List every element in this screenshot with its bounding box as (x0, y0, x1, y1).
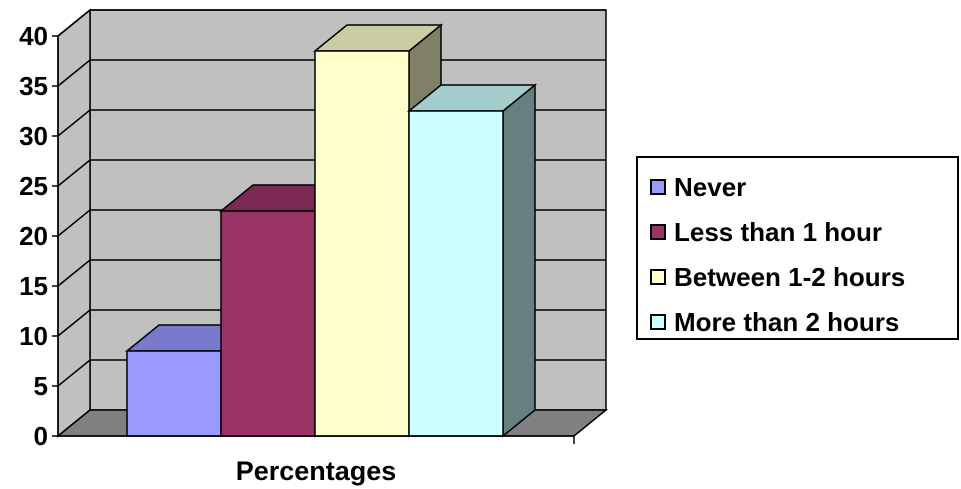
legend-label: Between 1-2 hours (674, 261, 906, 292)
y-tick-label: 20 (19, 221, 48, 251)
y-tick-label: 35 (19, 71, 48, 101)
legend-item: Never (650, 170, 746, 204)
legend-swatch (650, 314, 666, 330)
x-axis-title: Percentages (236, 456, 397, 486)
legend-swatch (650, 179, 666, 195)
bar-front (126, 350, 222, 437)
legend-item: Between 1-2 hours (650, 260, 905, 294)
legend-label: Never (674, 171, 747, 202)
axes (52, 35, 575, 444)
bar-front (408, 110, 504, 437)
bar-front (220, 210, 316, 437)
y-tick-label: 30 (19, 121, 48, 151)
y-tick-label: 10 (19, 321, 48, 351)
bar-more-than-2-hours (406, 83, 538, 438)
y-tick-label: 40 (19, 21, 48, 51)
legend-label: Less than 1 hour (674, 216, 883, 247)
bar-side (502, 83, 536, 438)
legend-item: Less than 1 hour (650, 215, 882, 249)
y-tick-label: 0 (34, 421, 48, 451)
legend-label: More than 2 hours (674, 306, 900, 337)
legend-swatch (650, 269, 666, 285)
y-tick-labels: 0 5 10 15 20 25 30 35 40 (19, 21, 48, 451)
legend-item: More than 2 hours (650, 305, 899, 339)
legend-swatch (650, 224, 666, 240)
bar-front (314, 50, 410, 437)
legend: Never Less than 1 hour Between 1-2 hours Mo… (636, 156, 959, 340)
y-tick-label: 5 (34, 371, 48, 401)
y-tick-label: 25 (19, 171, 48, 201)
y-tick-label: 15 (19, 271, 48, 301)
bars (124, 23, 538, 438)
gridline (57, 9, 606, 37)
